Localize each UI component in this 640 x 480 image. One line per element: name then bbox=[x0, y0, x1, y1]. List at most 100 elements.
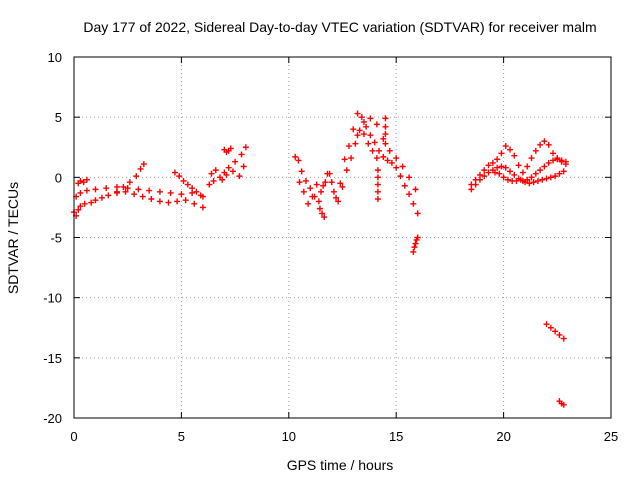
data-point bbox=[137, 165, 144, 172]
data-point bbox=[414, 210, 421, 217]
data-point bbox=[126, 179, 133, 186]
data-point bbox=[321, 214, 328, 221]
data-point bbox=[322, 179, 329, 186]
data-point bbox=[554, 156, 561, 163]
series-seg9 bbox=[292, 110, 421, 217]
data-point bbox=[176, 173, 183, 180]
data-point bbox=[174, 198, 181, 205]
data-point bbox=[103, 185, 110, 192]
data-point bbox=[374, 174, 381, 181]
data-point bbox=[485, 169, 492, 176]
data-point bbox=[530, 179, 537, 186]
data-point bbox=[92, 197, 99, 204]
data-point bbox=[373, 121, 380, 128]
data-point bbox=[189, 185, 196, 192]
data-point bbox=[337, 180, 344, 187]
data-point bbox=[481, 173, 488, 180]
data-point bbox=[412, 240, 419, 247]
series-seg18 bbox=[492, 168, 567, 187]
data-point bbox=[140, 161, 147, 168]
data-point bbox=[517, 176, 524, 183]
data-point bbox=[468, 186, 475, 193]
data-point bbox=[167, 189, 174, 196]
data-point bbox=[212, 167, 219, 174]
data-point bbox=[562, 161, 569, 168]
data-point bbox=[348, 155, 355, 162]
data-point bbox=[225, 164, 232, 171]
data-point bbox=[307, 185, 314, 192]
data-point bbox=[382, 123, 389, 130]
data-point bbox=[502, 164, 509, 171]
data-point bbox=[534, 177, 541, 184]
data-point bbox=[560, 401, 567, 408]
data-point bbox=[382, 140, 389, 147]
y-tick-label: -20 bbox=[43, 411, 62, 426]
data-point bbox=[240, 163, 247, 170]
data-point bbox=[232, 158, 239, 165]
data-point bbox=[498, 163, 505, 170]
series-seg5 bbox=[171, 169, 204, 199]
data-point bbox=[556, 331, 563, 338]
x-axis-label: GPS time / hours bbox=[287, 457, 394, 473]
series-seg6 bbox=[206, 144, 249, 188]
data-point bbox=[410, 248, 417, 255]
data-point bbox=[316, 205, 323, 212]
data-point bbox=[363, 123, 370, 130]
series-seg19 bbox=[543, 321, 567, 342]
data-point bbox=[354, 132, 361, 139]
data-point bbox=[519, 169, 526, 176]
data-point bbox=[552, 173, 559, 180]
x-tick-label: 5 bbox=[178, 429, 185, 444]
data-point bbox=[543, 175, 550, 182]
data-point bbox=[481, 167, 488, 174]
data-point bbox=[369, 147, 376, 154]
data-point bbox=[305, 200, 312, 207]
data-point bbox=[541, 138, 548, 145]
data-point bbox=[412, 186, 419, 193]
data-point bbox=[504, 176, 511, 183]
data-point bbox=[489, 159, 496, 166]
data-point bbox=[374, 188, 381, 195]
data-point bbox=[496, 170, 503, 177]
data-point bbox=[537, 141, 544, 148]
data-point bbox=[131, 191, 138, 198]
data-point bbox=[98, 194, 105, 201]
series-seg11 bbox=[316, 205, 328, 221]
data-point bbox=[339, 183, 346, 190]
data-point bbox=[380, 135, 387, 142]
data-point bbox=[350, 126, 357, 133]
data-point bbox=[193, 188, 200, 195]
data-point bbox=[552, 328, 559, 335]
data-point bbox=[330, 188, 337, 195]
data-point bbox=[472, 181, 479, 188]
data-point bbox=[223, 171, 230, 178]
data-point bbox=[77, 189, 84, 196]
series-seg12 bbox=[354, 115, 419, 193]
data-point bbox=[113, 188, 120, 195]
data-point bbox=[528, 155, 535, 162]
data-point bbox=[165, 199, 172, 206]
data-point bbox=[356, 127, 363, 134]
data-point bbox=[485, 162, 492, 169]
data-point bbox=[393, 155, 400, 162]
data-point bbox=[414, 234, 421, 241]
data-point bbox=[547, 324, 554, 331]
data-point bbox=[300, 188, 307, 195]
x-tick-label: 10 bbox=[282, 429, 296, 444]
data-point bbox=[547, 174, 554, 181]
data-point bbox=[380, 153, 387, 160]
data-point bbox=[341, 156, 348, 163]
data-point bbox=[526, 180, 533, 187]
data-point bbox=[515, 162, 522, 169]
data-point bbox=[500, 174, 507, 181]
series-seg7 bbox=[208, 163, 247, 183]
data-point bbox=[191, 200, 198, 207]
data-point bbox=[120, 183, 127, 190]
data-point bbox=[494, 164, 501, 171]
data-point bbox=[373, 155, 380, 162]
data-point bbox=[360, 118, 367, 125]
data-point bbox=[75, 206, 82, 213]
data-point bbox=[545, 159, 552, 166]
data-point bbox=[528, 174, 535, 181]
